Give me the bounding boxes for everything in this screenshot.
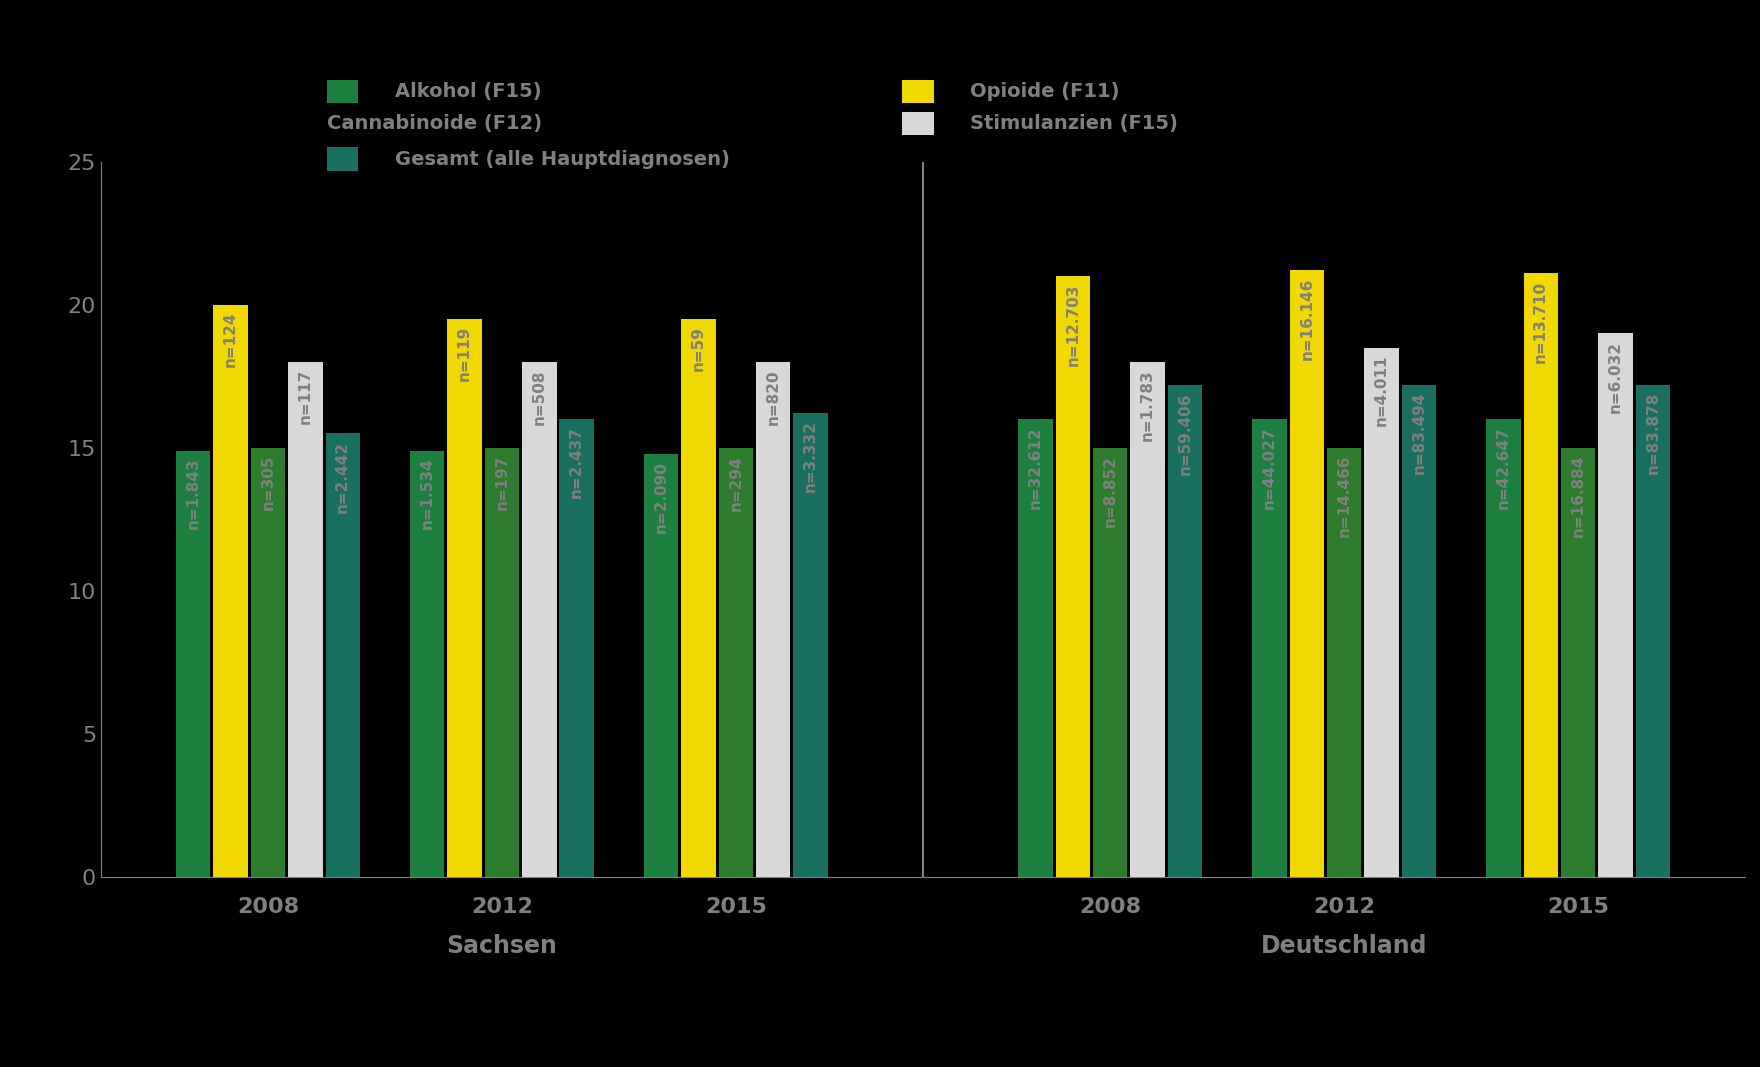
Bar <box>1485 419 1521 877</box>
Bar <box>1403 385 1436 877</box>
Text: n=8.852: n=8.852 <box>1104 455 1118 527</box>
Bar <box>681 319 716 877</box>
Text: n=4.011: n=4.011 <box>1375 355 1389 427</box>
Text: n=83.878: n=83.878 <box>1646 392 1660 475</box>
Text: n=12.703: n=12.703 <box>1065 284 1081 366</box>
Bar <box>213 305 248 877</box>
Text: n=59: n=59 <box>692 327 706 371</box>
Bar <box>718 448 753 877</box>
Text: n=13.710: n=13.710 <box>1533 281 1549 363</box>
Text: 2008: 2008 <box>238 897 299 917</box>
Text: n=59.406: n=59.406 <box>1177 392 1193 475</box>
Text: n=2.442: n=2.442 <box>334 441 350 512</box>
Bar <box>1524 273 1558 877</box>
Text: n=305: n=305 <box>260 455 275 510</box>
Text: n=820: n=820 <box>766 369 781 425</box>
Text: n=6.032: n=6.032 <box>1609 340 1623 413</box>
Text: Alkohol (F15): Alkohol (F15) <box>394 82 542 100</box>
Text: Stimulanzien (F15): Stimulanzien (F15) <box>970 114 1177 133</box>
Text: n=117: n=117 <box>297 369 313 425</box>
Text: n=14.466: n=14.466 <box>1336 455 1352 538</box>
Text: n=1.534: n=1.534 <box>419 458 435 529</box>
Text: n=32.612: n=32.612 <box>1028 427 1044 509</box>
Bar <box>326 433 361 877</box>
Text: Deutschland: Deutschland <box>1260 934 1427 958</box>
Bar <box>523 362 556 877</box>
Text: n=3.332: n=3.332 <box>803 420 818 493</box>
Bar <box>484 448 519 877</box>
Text: n=16.146: n=16.146 <box>1299 277 1315 360</box>
Bar <box>1017 419 1052 877</box>
Bar <box>560 419 593 877</box>
Bar <box>1169 385 1202 877</box>
Text: 2012: 2012 <box>1313 897 1375 917</box>
Bar <box>1130 362 1165 877</box>
Bar <box>289 362 322 877</box>
Bar <box>1056 276 1089 877</box>
Bar <box>1364 348 1399 877</box>
Bar <box>1327 448 1362 877</box>
Text: 2015: 2015 <box>706 897 767 917</box>
Text: n=119: n=119 <box>458 327 472 382</box>
Bar <box>410 450 444 877</box>
Text: Opioide (F11): Opioide (F11) <box>970 82 1119 100</box>
Bar <box>1598 333 1633 877</box>
Text: n=44.027: n=44.027 <box>1262 427 1276 509</box>
Bar <box>1290 270 1324 877</box>
Text: Sachsen: Sachsen <box>447 934 558 958</box>
Text: n=1.783: n=1.783 <box>1140 369 1155 441</box>
Text: n=2.090: n=2.090 <box>653 461 669 532</box>
Bar <box>1635 385 1670 877</box>
Text: 2015: 2015 <box>1547 897 1609 917</box>
Bar <box>757 362 790 877</box>
Bar <box>1561 448 1595 877</box>
Bar <box>1251 419 1287 877</box>
Text: 2012: 2012 <box>472 897 533 917</box>
Text: n=42.647: n=42.647 <box>1496 427 1510 509</box>
Text: 2008: 2008 <box>1079 897 1140 917</box>
Bar <box>447 319 482 877</box>
Text: n=294: n=294 <box>729 455 743 511</box>
Text: Cannabinoide (F12): Cannabinoide (F12) <box>327 114 542 133</box>
Text: n=83.494: n=83.494 <box>1412 392 1427 475</box>
Text: Gesamt (alle Hauptdiagnosen): Gesamt (alle Hauptdiagnosen) <box>394 149 729 169</box>
Text: n=16.884: n=16.884 <box>1570 455 1586 538</box>
Bar <box>176 450 209 877</box>
Bar <box>250 448 285 877</box>
Text: n=2.437: n=2.437 <box>568 427 584 498</box>
Text: n=124: n=124 <box>224 312 238 367</box>
Text: n=197: n=197 <box>495 455 509 510</box>
Bar <box>644 453 678 877</box>
Text: n=508: n=508 <box>532 369 547 425</box>
Bar <box>794 413 827 877</box>
Bar <box>1093 448 1128 877</box>
Text: n=1.843: n=1.843 <box>185 458 201 529</box>
